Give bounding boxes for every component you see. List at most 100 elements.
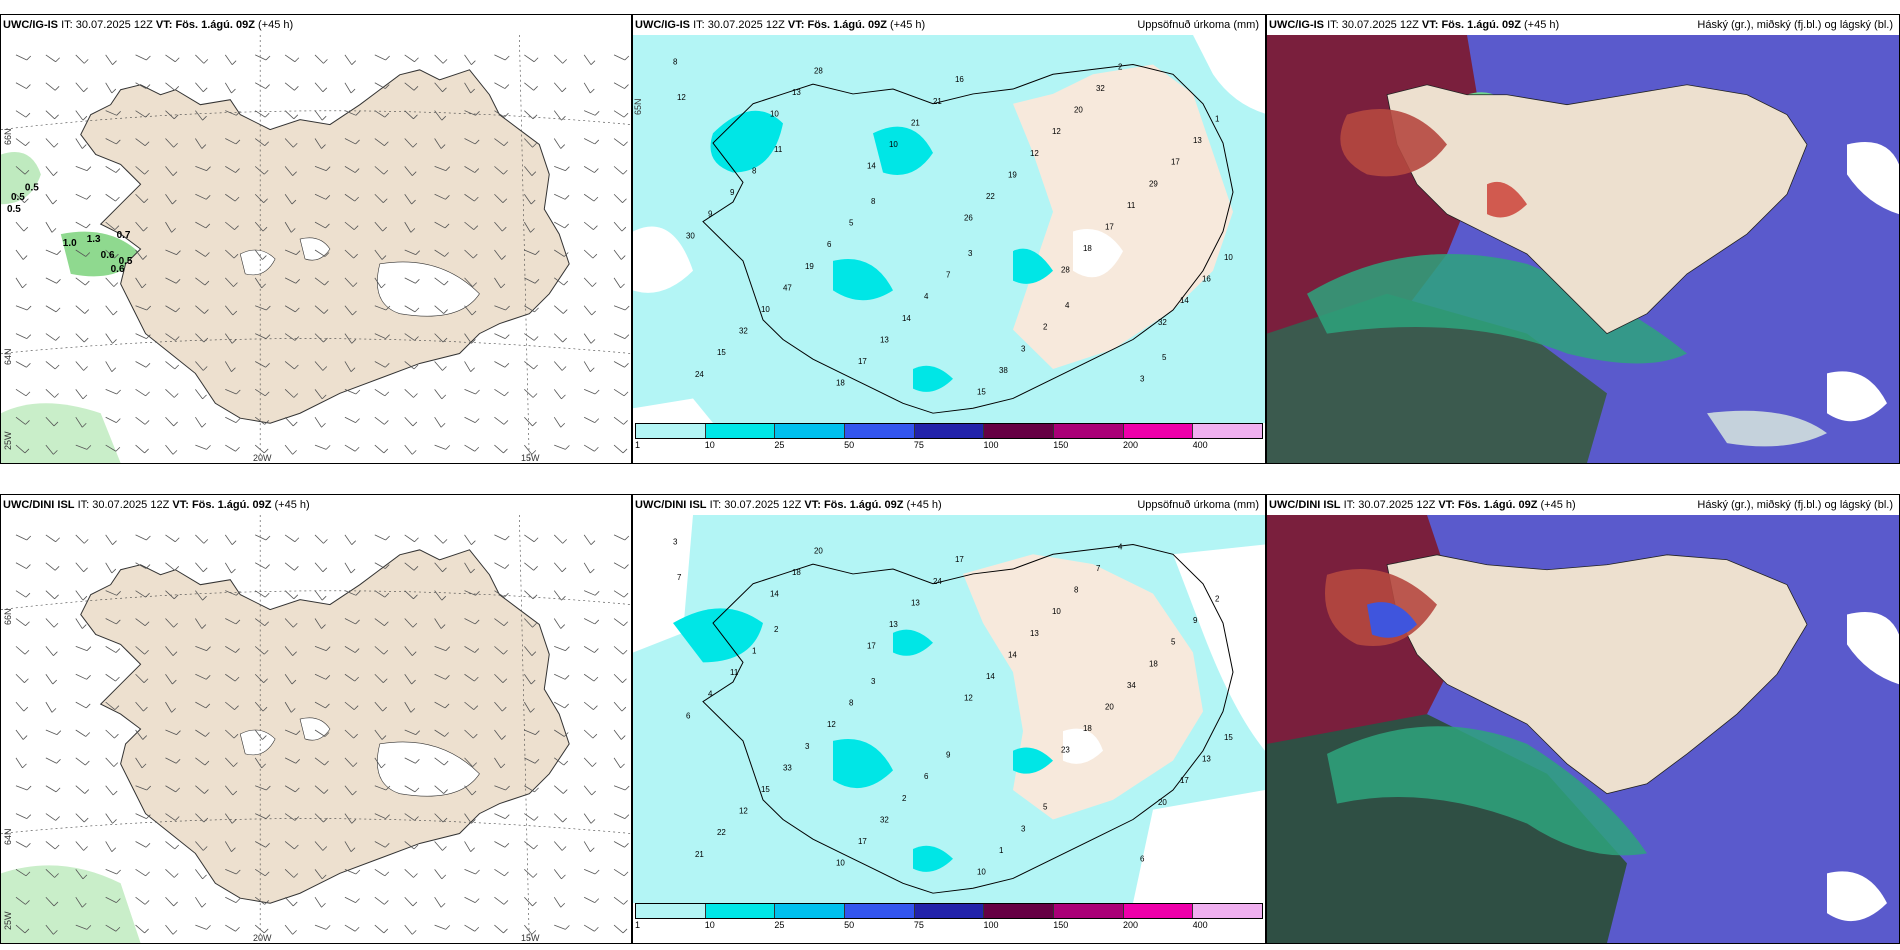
wind-barb [583, 138, 595, 145]
wind-barb [314, 924, 327, 930]
wind-barb-feather [504, 363, 510, 368]
precip-value: 10 [1052, 607, 1061, 616]
wind-barb [15, 444, 26, 454]
wind-barb [344, 896, 356, 903]
precip-value: 4 [1065, 301, 1070, 310]
wind-barb [135, 618, 146, 627]
wind-barb [195, 841, 204, 851]
wind-barb-feather [174, 57, 180, 63]
wind-barb-feather [264, 420, 270, 425]
wind-barb [434, 701, 446, 709]
wind-barb-feather [234, 225, 239, 230]
wind-barb-feather [621, 706, 627, 712]
wind-barb [254, 896, 265, 905]
wind-barb [135, 534, 147, 541]
wind-barb [314, 389, 323, 400]
wind-barb-feather [265, 334, 271, 339]
precip-value: 28 [1061, 266, 1070, 275]
wind-barb [374, 416, 385, 425]
wind-barb [434, 673, 446, 680]
wind-barb [75, 277, 86, 286]
wind-barb-feather [441, 595, 447, 601]
precip-value: 7 [677, 573, 681, 582]
wind-barb [554, 757, 565, 766]
precip-value: 32 [739, 327, 748, 336]
wind-barb [553, 618, 562, 629]
wind-barb-feather [116, 619, 121, 625]
wind-barb-feather [261, 763, 266, 769]
precip-value: 17 [858, 837, 867, 846]
wind-barb [195, 361, 204, 371]
wind-barb [284, 674, 293, 685]
wind-barb-feather [384, 112, 390, 118]
wind-barb-feather [622, 649, 628, 655]
wind-barb-feather [85, 732, 91, 737]
wind-barb-feather [266, 305, 271, 311]
lat-label-66: 66N [3, 128, 13, 145]
wind-barb [613, 249, 622, 260]
wind-barb-feather [413, 364, 419, 370]
wind-barb-feather [413, 873, 418, 878]
wind-barb-feather [111, 847, 117, 852]
wind-barb [75, 389, 84, 400]
wind-barb-feather [233, 762, 238, 767]
precip-value: 8 [752, 167, 757, 176]
wind-barb [434, 729, 445, 737]
wind-barb [553, 813, 563, 823]
wind-barb [524, 138, 533, 148]
wind-barb-feather [172, 651, 178, 656]
wind-barb-feather [204, 280, 210, 286]
wind-barb [195, 673, 207, 680]
wind-barb [75, 562, 84, 573]
wind-barb-feather [501, 255, 506, 260]
wind-value: 0.5 [25, 182, 39, 193]
wind-barb-feather [175, 307, 181, 313]
wind-barb [583, 388, 596, 395]
wind-barb-feather [265, 814, 271, 819]
wind-barb [75, 729, 87, 737]
wind-barb-feather [293, 594, 299, 600]
wind-barb [135, 277, 143, 289]
colorbar-bar [635, 903, 1263, 919]
wind-barb-feather [292, 142, 298, 148]
wind-barb-feather [83, 87, 88, 93]
valid-time: Fös. 1.ágú. 09Z [1441, 19, 1521, 31]
wind-barb [225, 388, 237, 395]
wind-barb [224, 361, 232, 372]
wind-barb [434, 82, 443, 93]
wind-barb-feather [112, 60, 117, 65]
precip-value: 3 [1021, 824, 1026, 833]
wind-barb [135, 444, 145, 454]
wind-barb-feather [354, 926, 360, 932]
wind-barb-feather [145, 112, 150, 118]
precip-value: 17 [1171, 158, 1180, 167]
wind-barb [613, 138, 624, 147]
wind-barb-feather [291, 679, 297, 685]
wind-barb-feather [56, 730, 62, 735]
wind-barb-feather [413, 393, 418, 398]
wind-barb [314, 673, 327, 680]
wind-barb [553, 416, 562, 428]
wind-barb-feather [383, 448, 389, 454]
valid-time: Fös. 1.ágú. 09Z [807, 19, 887, 31]
wind-barb-feather [116, 591, 121, 596]
wind-barb-feather [355, 139, 360, 145]
wind-barb-feather [353, 705, 359, 710]
wind-barb [494, 841, 506, 848]
wind-barb-feather [116, 111, 121, 116]
wind-barb-feather [471, 60, 476, 65]
wind-barb-feather [565, 166, 570, 171]
wind-barb [374, 221, 383, 232]
wind-barb-feather [624, 84, 629, 89]
wind-barb [224, 534, 233, 545]
wind-barb-feather [83, 366, 88, 371]
wind-barb [254, 193, 264, 203]
wind-barb [434, 841, 443, 851]
wind-barb [254, 841, 266, 848]
wind-barb-feather [445, 166, 451, 171]
precip-value: 5 [1162, 353, 1167, 362]
wind-barb-feather [294, 364, 299, 370]
wind-barb-feather [321, 624, 326, 629]
wind-barb-feather [505, 785, 510, 791]
wind-barb [45, 896, 55, 907]
